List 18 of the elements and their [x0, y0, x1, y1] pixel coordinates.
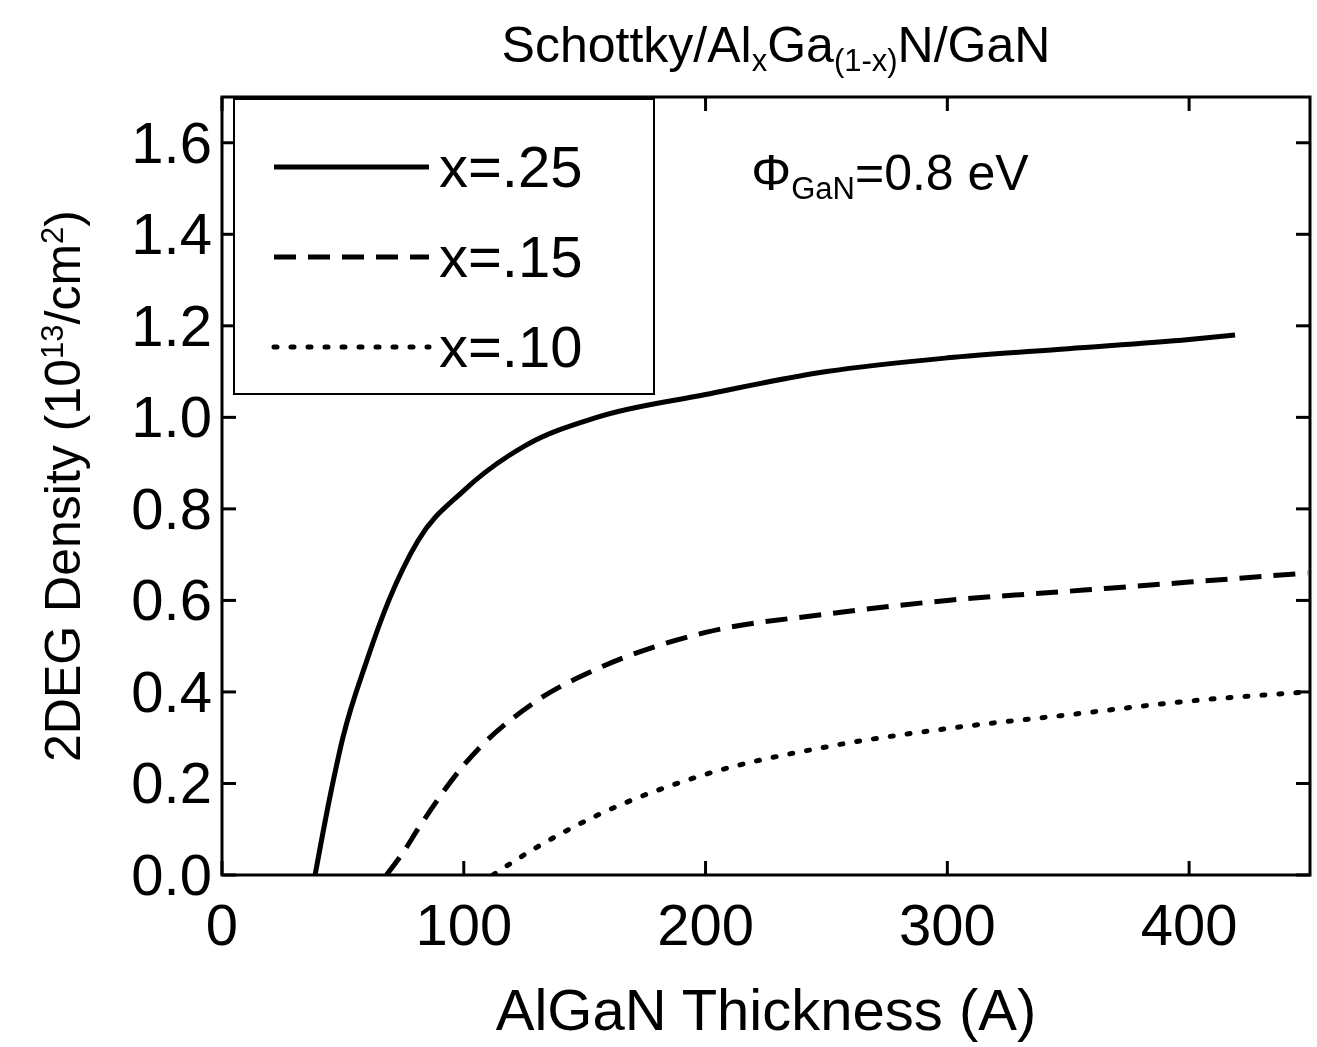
x-tick-label: 400: [1140, 892, 1238, 957]
legend-label: x=.10: [439, 314, 583, 379]
y-tick-label: 0.2: [131, 750, 212, 816]
y-tick-label: 0.8: [131, 475, 212, 541]
y-tick-label: 1.0: [131, 384, 212, 450]
y-tick-label: 0.4: [131, 658, 212, 724]
chart-title: Schottky/Al$_{x}$Ga$_{(1-x)}$N/GaN: [501, 17, 1051, 79]
x-axis-title: AlGaN Thickness (A): [495, 977, 1037, 1042]
x-tick-label: 100: [415, 892, 513, 957]
y-tick-label: 1.6: [131, 109, 212, 175]
x-tick-label: 200: [657, 892, 754, 957]
y-tick-label: 0.6: [131, 567, 212, 633]
annotation: Φ$_{GaN}$=0.8 eV: [751, 145, 1030, 207]
y-tick-label: 1.4: [131, 201, 212, 267]
legend-label: x=.25: [439, 134, 583, 199]
legend-label: x=.15: [439, 224, 583, 289]
y-tick-label: 1.2: [131, 292, 212, 358]
x-tick-label: 300: [898, 892, 996, 957]
